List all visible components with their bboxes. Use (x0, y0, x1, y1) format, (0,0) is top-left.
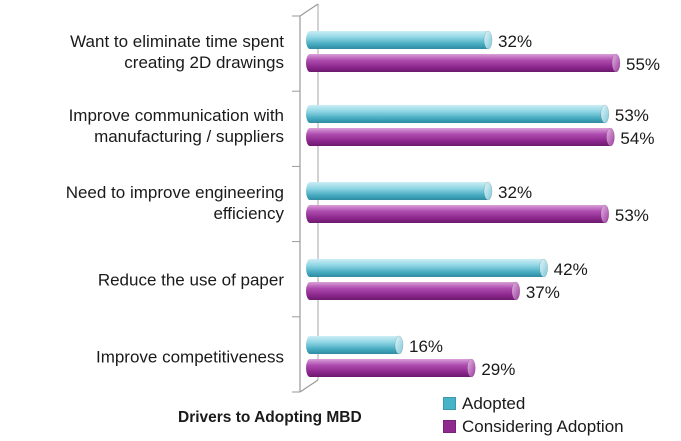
category-label-1: Want to eliminate time spent (70, 32, 284, 51)
value-label-adopted-3: 32% (498, 183, 532, 202)
bar-adopted-4 (310, 259, 544, 277)
bar-adopted-1-cap (483, 30, 493, 50)
bar-considering-2 (310, 128, 611, 146)
category-label-1: creating 2D drawings (124, 53, 284, 72)
bar-considering-1-cap (611, 53, 621, 73)
bar-considering-4 (310, 282, 516, 300)
value-label-considering-2: 54% (620, 129, 654, 148)
axis-top-edge (299, 3, 319, 17)
bar-adopted-5-base (306, 336, 314, 354)
value-label-adopted-2: 53% (615, 106, 649, 125)
labels-group: 32% 55% Want to eliminate time spent creati… (66, 32, 660, 379)
chart-caption: Drivers to Adopting MBD (178, 409, 362, 426)
category-label-4: Reduce the use of paper (98, 271, 285, 290)
bar-adopted-2 (310, 105, 605, 123)
bar-adopted-4-cap (539, 258, 548, 278)
value-label-considering-3: 53% (615, 206, 649, 225)
bar-adopted-1-base (306, 31, 314, 49)
value-label-considering-1: 55% (626, 55, 660, 74)
bar-adopted-4-base (306, 259, 314, 277)
bar-considering-5-cap (467, 358, 476, 378)
category-label-2: Improve communication with (69, 106, 284, 125)
value-label-considering-5: 29% (481, 360, 515, 379)
bar-adopted-5-cap (394, 335, 404, 355)
bar-adopted-2-cap (600, 104, 610, 124)
bar-considering-3 (310, 205, 605, 223)
bar-considering-4-cap (511, 281, 521, 301)
category-label-5: Improve competitiveness (96, 348, 284, 367)
bar-adopted-3-base (306, 182, 314, 200)
bar-considering-4-base (306, 282, 314, 300)
legend-label-considering: Considering Adoption (462, 417, 624, 436)
legend-swatch-adopted (443, 397, 456, 410)
legend-label-adopted: Adopted (462, 394, 526, 413)
bar-considering-3-base (306, 205, 314, 223)
axis-bottom-edge (299, 379, 319, 393)
bar-adopted-1 (310, 31, 489, 49)
category-label-3: efficiency (213, 204, 284, 223)
bar-considering-1 (310, 54, 616, 72)
value-label-adopted-4: 42% (554, 260, 588, 279)
bar-considering-2-base (306, 128, 314, 146)
bar-considering-3-cap (600, 204, 610, 224)
value-label-considering-4: 37% (526, 283, 560, 302)
category-label-2: manufacturing / suppliers (94, 127, 284, 146)
bar-considering-2-cap (606, 127, 615, 147)
value-label-adopted-5: 16% (409, 337, 443, 356)
value-label-adopted-1: 32% (498, 32, 532, 51)
bar-adopted-3 (310, 182, 489, 200)
bars-group (306, 30, 621, 378)
bar-considering-1-base (306, 54, 314, 72)
category-label-3: Need to improve engineering (66, 183, 284, 202)
legend: Adopted Considering Adoption (443, 392, 624, 438)
bar-adopted-5 (310, 336, 400, 354)
bar-considering-5 (310, 359, 472, 377)
legend-swatch-considering (443, 420, 456, 433)
legend-item-considering: Considering Adoption (443, 415, 624, 438)
legend-item-adopted: Adopted (443, 392, 624, 415)
bar-considering-5-base (306, 359, 314, 377)
bar-adopted-3-cap (483, 181, 493, 201)
bar-adopted-2-base (306, 105, 314, 123)
